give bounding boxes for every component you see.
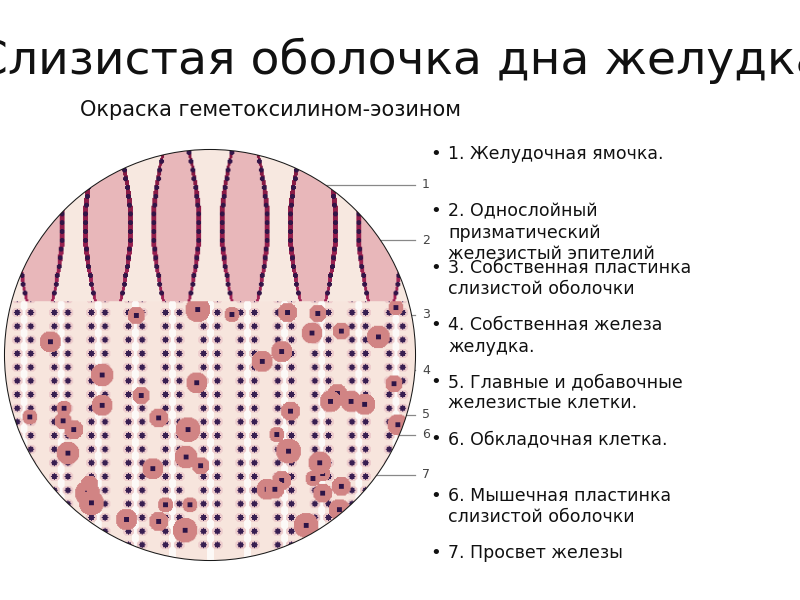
Text: 6. Мышечная пластинка
слизистой оболочки: 6. Мышечная пластинка слизистой оболочки: [448, 487, 671, 527]
Text: 4: 4: [422, 364, 430, 377]
Text: •: •: [430, 430, 441, 448]
Text: 4. Собственная железа
желудка.: 4. Собственная железа желудка.: [448, 316, 662, 355]
Text: 1: 1: [422, 179, 430, 191]
Text: 5. Главные и добавочные
железистые клетки.: 5. Главные и добавочные железистые клетк…: [448, 373, 682, 413]
Text: •: •: [430, 487, 441, 505]
Text: •: •: [430, 259, 441, 277]
Text: Окраска геметоксилином-эозином: Окраска геметоксилином-эозином: [79, 100, 461, 120]
Text: •: •: [430, 202, 441, 220]
Text: 2. Однослойный
призматический
железистый эпителий: 2. Однослойный призматический железистый…: [448, 202, 655, 263]
Text: 3: 3: [422, 308, 430, 322]
Text: 7. Просвет железы: 7. Просвет железы: [448, 544, 623, 562]
Text: 6. Обкладочная клетка.: 6. Обкладочная клетка.: [448, 430, 667, 448]
Text: •: •: [430, 544, 441, 562]
Text: •: •: [430, 316, 441, 334]
Text: Слизистая оболочка дна желудка: Слизистая оболочка дна желудка: [0, 38, 800, 85]
Text: •: •: [430, 373, 441, 391]
Text: 7: 7: [422, 469, 430, 481]
Text: 5: 5: [422, 409, 430, 421]
Text: 1. Желудочная ямочка.: 1. Желудочная ямочка.: [448, 145, 663, 163]
Text: 6: 6: [422, 428, 430, 442]
Text: •: •: [430, 145, 441, 163]
Text: 3. Собственная пластинка
слизистой оболочки: 3. Собственная пластинка слизистой оболо…: [448, 259, 691, 298]
Text: 2: 2: [422, 233, 430, 247]
